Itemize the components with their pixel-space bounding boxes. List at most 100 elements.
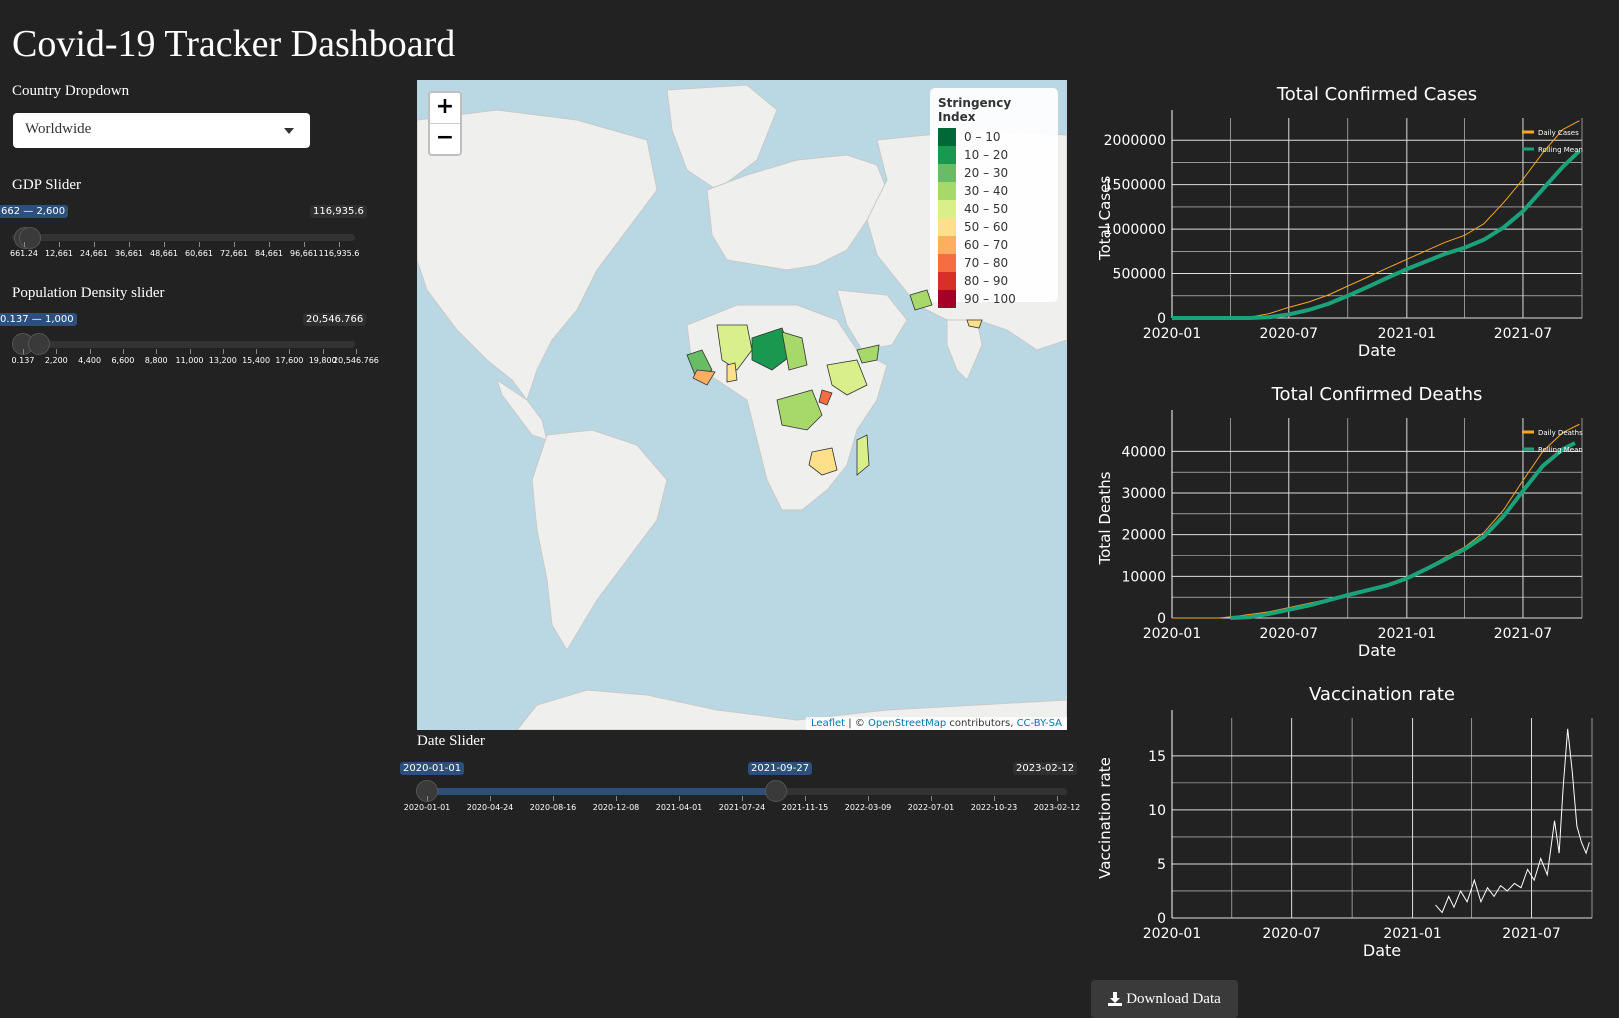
x-tick-label: 2021-01 <box>1378 326 1437 342</box>
tick-label: 2020-08-16 <box>529 803 577 812</box>
tick-label: 72,661 <box>220 249 248 258</box>
y-tick-label: 20000 <box>1121 528 1166 544</box>
tick-mark <box>805 796 806 801</box>
legend-item: 0 – 10 <box>938 128 1050 146</box>
y-tick-label: 0 <box>1157 911 1166 927</box>
x-axis-label: Date <box>1363 941 1401 960</box>
y-axis-label: Total Cases <box>1096 176 1114 262</box>
legend-item: 60 – 70 <box>938 236 1050 254</box>
y-tick-label: 15 <box>1148 749 1166 765</box>
series-line <box>1230 441 1576 620</box>
x-tick-label: 2020-07 <box>1262 926 1321 942</box>
tick-mark <box>189 349 191 354</box>
legend-label: 70 – 80 <box>964 256 1009 270</box>
gdp-track <box>12 234 355 241</box>
y-tick-label: 500000 <box>1113 267 1166 283</box>
date-from-handle[interactable] <box>416 780 438 802</box>
legend-swatch <box>938 290 956 308</box>
tick-mark <box>23 349 24 354</box>
tick-mark <box>931 796 932 801</box>
series-line <box>1172 149 1581 320</box>
x-tick-label: 2021-07 <box>1494 626 1553 642</box>
gdp-slider[interactable]: 662 — 2,600 116,935.6 661.24 12,661 24,661… <box>0 205 367 265</box>
map-attribution: Leaflet | © OpenStreetMap contributors, … <box>806 717 1067 730</box>
legend-swatch <box>938 272 956 290</box>
y-axis-label: Total Deaths <box>1096 471 1114 565</box>
x-tick-label: 2020-01 <box>1143 326 1202 342</box>
date-slider-label: Date Slider <box>417 733 485 749</box>
legend-item: 80 – 90 <box>938 272 1050 290</box>
tick-label: 2021-07-24 <box>718 803 766 812</box>
density-range-tag: 0.137 — 1,000 <box>0 313 77 326</box>
tick-label: 6,600 <box>111 356 135 365</box>
tick-label: 17,600 <box>275 356 304 365</box>
x-tick-label: 2020-01 <box>1143 626 1202 642</box>
download-button[interactable]: Download Data <box>1091 980 1238 1018</box>
tick-label: 2020-04-24 <box>466 803 514 812</box>
tick-mark <box>59 242 60 247</box>
date-to-tag: 2021-09-27 <box>748 762 813 775</box>
tick-label: 11,000 <box>175 356 204 365</box>
legend-label: 80 – 90 <box>964 274 1009 288</box>
tick-label: 15,400 <box>242 356 271 365</box>
cc-link[interactable]: CC-BY-SA <box>1016 718 1062 729</box>
tick-mark <box>234 242 235 247</box>
stringency-map[interactable]: + − Stringency Index 0 – 10 10 – 20 20 – 3… <box>417 80 1067 730</box>
date-max-tag: 2023-02-12 <box>1013 762 1078 775</box>
tick-mark <box>56 349 58 354</box>
deaths-chart: Total Confirmed Deaths 0 10000 20000 30000 40… <box>1096 384 1583 660</box>
date-to-handle[interactable] <box>765 780 787 802</box>
tick-mark <box>156 349 158 354</box>
x-tick-label: 2021-07 <box>1502 926 1561 942</box>
tick-label: 2021-11-15 <box>781 803 829 812</box>
tick-mark <box>164 242 165 247</box>
tick-mark <box>304 242 305 247</box>
tick-mark <box>24 242 25 247</box>
y-tick-label: 0 <box>1157 611 1166 627</box>
tick-mark <box>269 242 270 247</box>
tick-mark <box>1057 796 1058 801</box>
tick-mark <box>427 796 428 801</box>
country-dropdown[interactable]: Worldwide <box>13 113 310 148</box>
legend-swatch <box>938 254 956 272</box>
tick-label: 661.24 <box>10 249 38 258</box>
legend-item: 40 – 50 <box>938 200 1050 218</box>
density-slider[interactable]: 0.137 — 1,000 20,546.766 0.137 2,200 4,400… <box>0 313 379 373</box>
gdp-max-handle[interactable] <box>19 227 41 249</box>
tick-mark <box>616 796 617 801</box>
x-tick-label: 2021-01 <box>1383 926 1442 942</box>
zoom-control: + − <box>428 91 462 156</box>
tick-mark <box>679 796 680 801</box>
leaflet-link[interactable]: Leaflet <box>811 718 846 729</box>
tick-mark <box>222 349 224 354</box>
legend-swatch <box>938 236 956 254</box>
chart-title: Vaccination rate <box>1309 684 1455 705</box>
tick-label: 48,661 <box>150 249 178 258</box>
legend-item: 20 – 30 <box>938 164 1050 182</box>
page-title: Covid-19 Tracker Dashboard <box>12 23 456 65</box>
tick-mark <box>89 349 91 354</box>
zoom-out-button[interactable]: − <box>430 123 460 154</box>
y-tick-label: 40000 <box>1121 444 1166 460</box>
y-tick-label: 10 <box>1148 803 1166 819</box>
attribution-sep: | © <box>845 718 868 729</box>
tick-label: 60,661 <box>185 249 213 258</box>
tick-mark <box>94 242 95 247</box>
tick-mark <box>994 796 995 801</box>
tick-label: 2,200 <box>44 356 68 365</box>
tick-mark <box>868 796 869 801</box>
density-max-handle[interactable] <box>28 333 50 355</box>
tick-mark <box>129 242 130 247</box>
osm-link[interactable]: OpenStreetMap <box>868 718 947 729</box>
legend-swatch <box>938 182 956 200</box>
tick-mark <box>742 796 743 801</box>
date-slider[interactable]: 2020-01-01 2021-09-27 2023-02-12 2020-01… <box>395 760 1095 820</box>
legend-item: 90 – 100 <box>938 290 1050 308</box>
chart-title: Total Confirmed Cases <box>1276 84 1477 105</box>
tick-mark <box>490 796 491 801</box>
legend-label: 60 – 70 <box>964 238 1009 252</box>
legend-label: Rolling Mean <box>1538 446 1583 454</box>
y-tick-label: 30000 <box>1121 486 1166 502</box>
zoom-in-button[interactable]: + <box>435 94 455 119</box>
tick-mark <box>322 349 324 354</box>
